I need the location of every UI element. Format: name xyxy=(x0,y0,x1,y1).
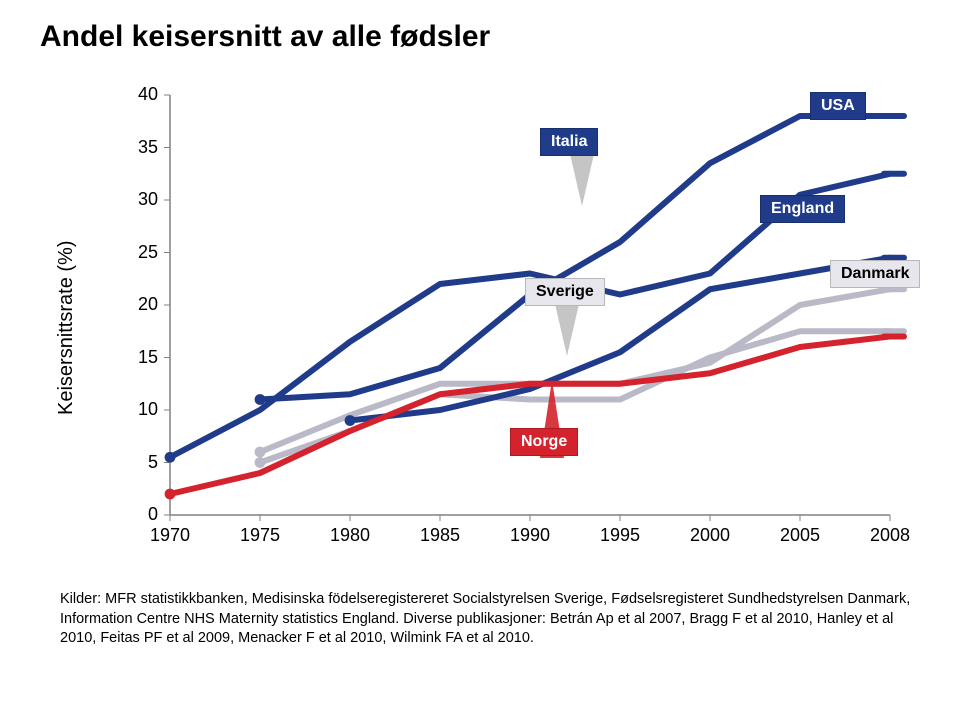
x-tick-label: 1975 xyxy=(235,525,285,546)
x-tick-label: 2000 xyxy=(685,525,735,546)
y-tick-label: 5 xyxy=(118,452,158,473)
series-label-norge: Norge xyxy=(510,428,578,456)
x-tick-label: 1980 xyxy=(325,525,375,546)
y-tick-label: 20 xyxy=(118,294,158,315)
x-tick-label: 2008 xyxy=(865,525,915,546)
y-tick-label: 15 xyxy=(118,347,158,368)
y-tick-label: 25 xyxy=(118,242,158,263)
series-label-danmark: Danmark xyxy=(830,260,920,288)
x-tick-label: 1970 xyxy=(145,525,195,546)
x-tick-label: 1990 xyxy=(505,525,555,546)
y-tick-label: 35 xyxy=(118,137,158,158)
chart-title: Andel keisersnitt av alle fødsler xyxy=(40,20,490,54)
series-label-england: England xyxy=(760,195,845,223)
y-tick-label: 10 xyxy=(118,399,158,420)
x-tick-label: 1995 xyxy=(595,525,645,546)
y-tick-label: 40 xyxy=(118,84,158,105)
source-text: Kilder: MFR statistikkbanken, Medisinska… xyxy=(60,590,920,649)
x-tick-label: 1985 xyxy=(415,525,465,546)
x-tick-label: 2005 xyxy=(775,525,825,546)
series-label-sverige: Sverige xyxy=(525,278,605,306)
y-axis-label: Keisersnittsrate (%) xyxy=(55,241,78,416)
y-tick-label: 30 xyxy=(118,189,158,210)
y-tick-label: 0 xyxy=(118,504,158,525)
series-label-usa: USA xyxy=(810,92,866,120)
series-label-italia: Italia xyxy=(540,128,598,156)
